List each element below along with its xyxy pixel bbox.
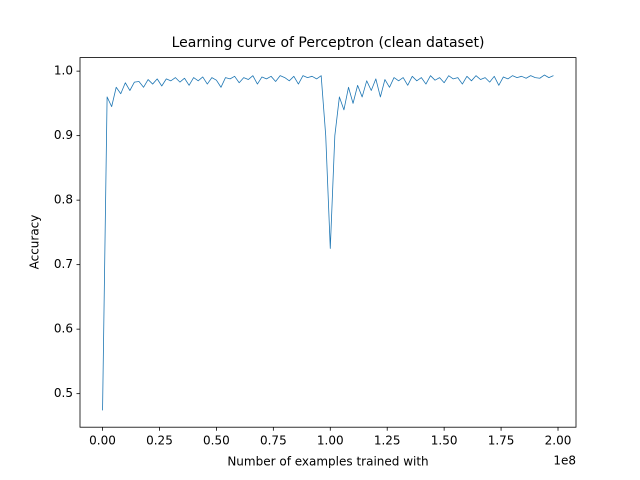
y-tick-label: 0.8: [54, 193, 73, 207]
y-axis-label: Accuracy: [28, 215, 42, 270]
x-tick-label: 1.25: [374, 434, 401, 448]
x-tick-label: 0.25: [146, 434, 173, 448]
line: [102, 74, 554, 411]
y-tick-label: 0.7: [54, 257, 73, 271]
x-tick-label: 0.75: [260, 434, 287, 448]
x-tick-label: 2.00: [545, 434, 572, 448]
y-tick-label: 0.5: [54, 386, 73, 400]
y-tick-label: 1.0: [54, 64, 73, 78]
x-tick-label: 0.00: [89, 434, 116, 448]
y-tick-label: 0.9: [54, 128, 73, 142]
x-tick-label: 1.50: [431, 434, 458, 448]
axes-frame: [79, 57, 577, 428]
x-tick-label: 1.75: [488, 434, 515, 448]
x-tick-label: 1.00: [317, 434, 344, 448]
y-tick-label: 0.6: [54, 322, 73, 336]
x-tick-label: 0.50: [203, 434, 230, 448]
chart-title: Learning curve of Perceptron (clean data…: [172, 35, 485, 51]
x-offset-label: 1e8: [553, 454, 576, 468]
x-axis-label: Number of examples trained with: [227, 455, 428, 469]
